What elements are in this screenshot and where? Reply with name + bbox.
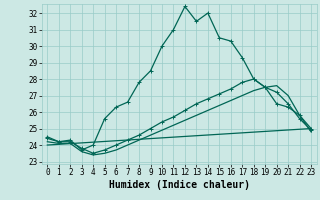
X-axis label: Humidex (Indice chaleur): Humidex (Indice chaleur) <box>109 180 250 190</box>
